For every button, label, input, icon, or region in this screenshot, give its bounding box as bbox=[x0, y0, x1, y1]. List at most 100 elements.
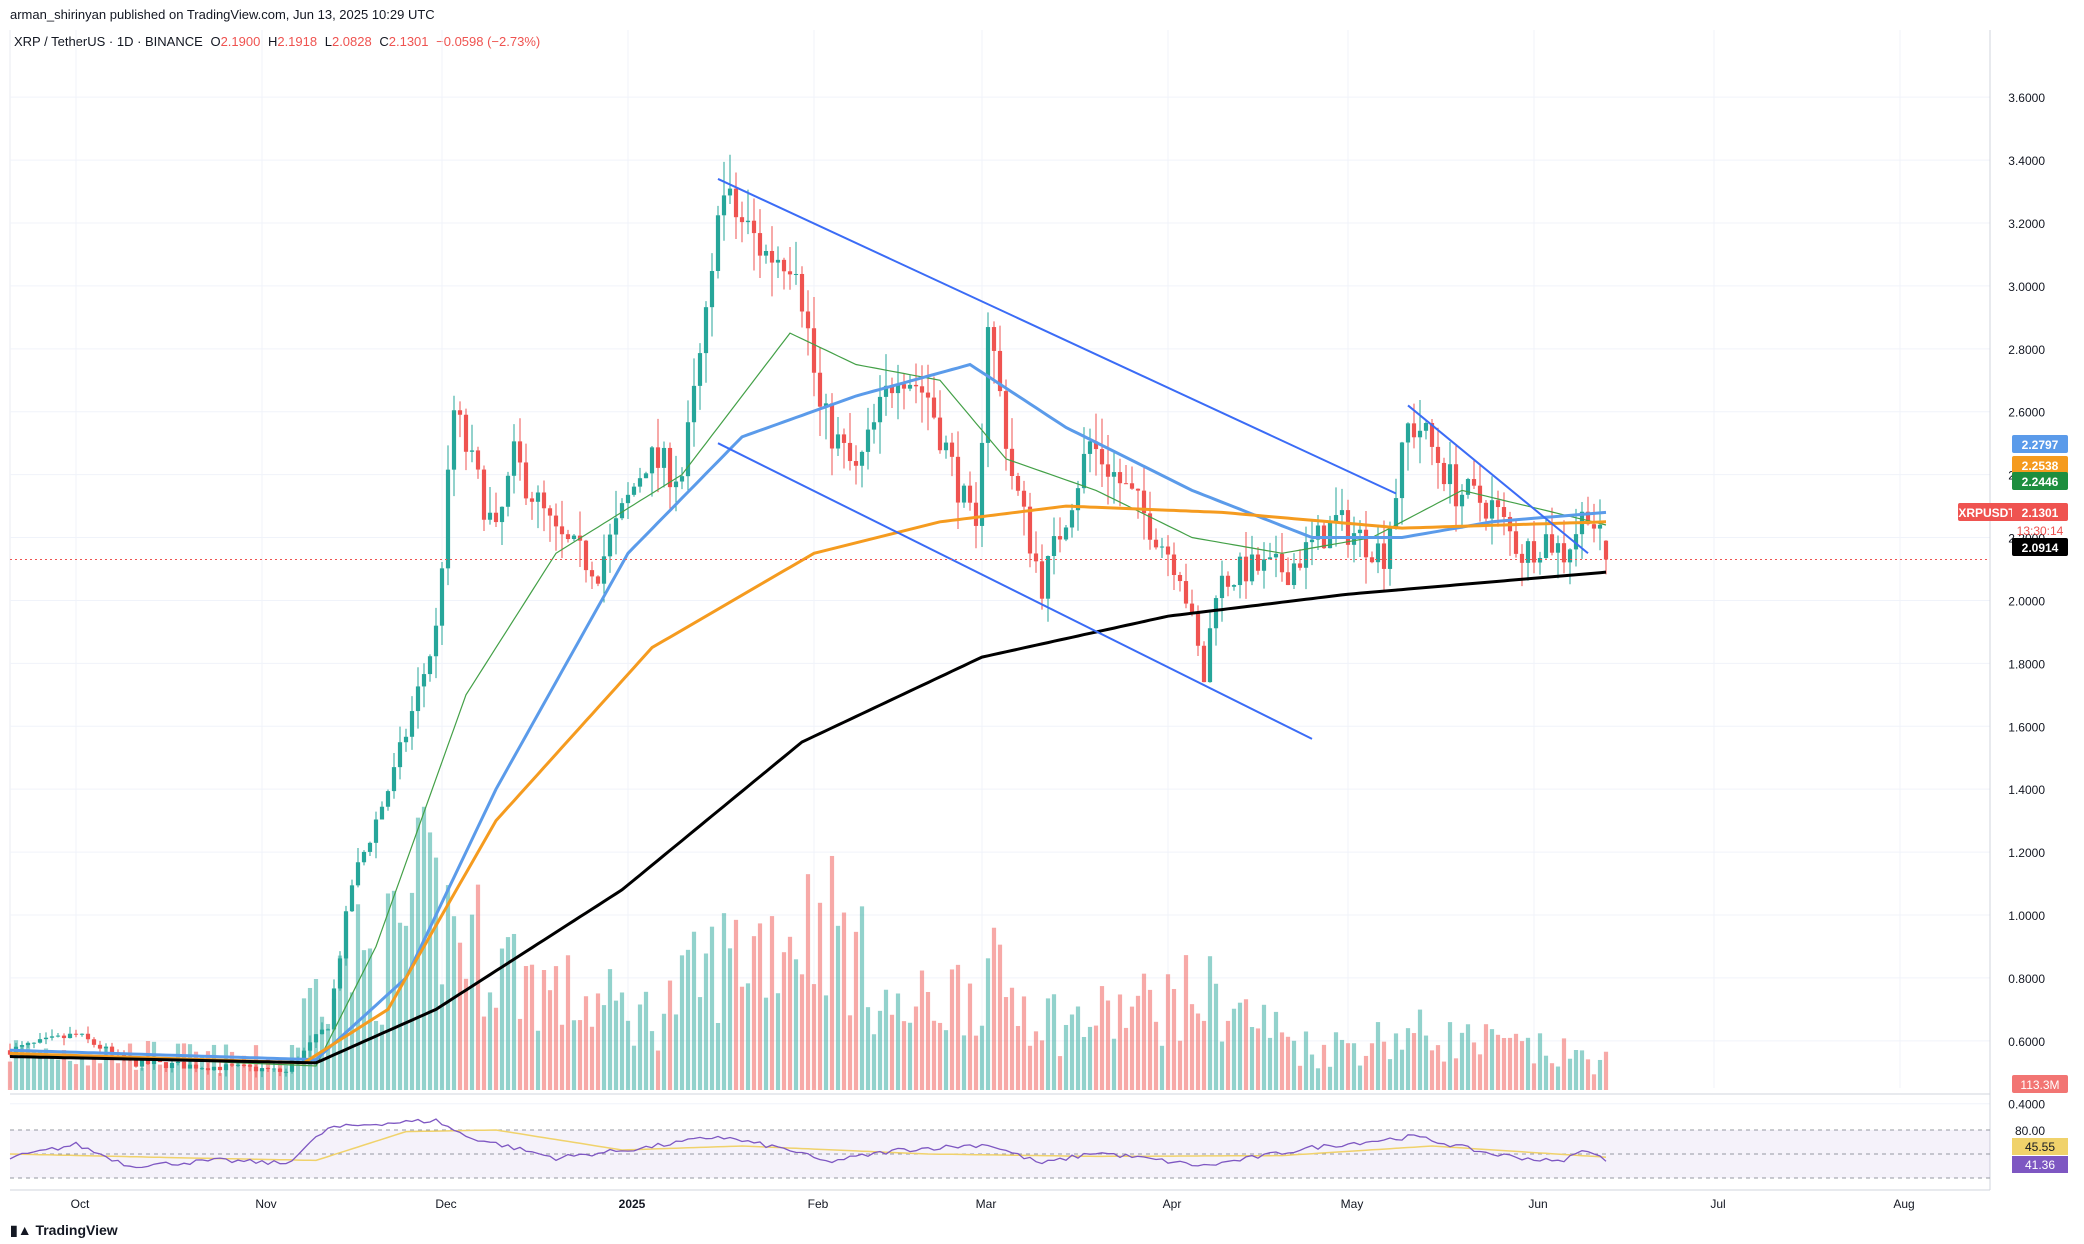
candle-body bbox=[169, 1062, 175, 1069]
volume-bar bbox=[769, 916, 775, 1090]
candle-body bbox=[1327, 521, 1333, 549]
tradingview-logo[interactable]: ▮▲ TradingView bbox=[10, 1222, 118, 1239]
candle-body bbox=[145, 1059, 151, 1065]
volume-bar bbox=[199, 1055, 205, 1090]
candle-body bbox=[1255, 554, 1261, 571]
candle-body bbox=[595, 576, 601, 584]
time-tick-label: Nov bbox=[255, 1197, 276, 1211]
volume-bar bbox=[1525, 1037, 1531, 1090]
volume-bar bbox=[1489, 1029, 1495, 1090]
volume-bar bbox=[145, 1041, 151, 1090]
volume-bar bbox=[925, 991, 931, 1090]
volume-bar bbox=[265, 1058, 271, 1090]
candle-body bbox=[1141, 490, 1147, 514]
time-tick-label: May bbox=[1341, 1197, 1364, 1211]
candle-body bbox=[967, 485, 973, 503]
price-axis[interactable]: 3.60003.40003.20003.00002.80002.60002.40… bbox=[1989, 30, 2045, 1190]
volume-bar bbox=[1327, 1066, 1333, 1090]
time-axis[interactable]: Oct Nov Dec 2025 Feb Mar Apr May Jun Jul Aug bbox=[10, 1189, 1990, 1211]
candle-body bbox=[25, 1043, 31, 1046]
candle-body bbox=[1501, 507, 1507, 517]
volume-bar bbox=[1483, 1024, 1489, 1090]
volume-bar bbox=[799, 974, 805, 1090]
volume-bar bbox=[295, 1047, 301, 1090]
volume-bar bbox=[115, 1063, 121, 1090]
candle-body bbox=[343, 911, 349, 959]
volume-bar bbox=[1171, 988, 1177, 1090]
candle-body bbox=[1081, 453, 1087, 489]
candle-body bbox=[289, 1063, 295, 1072]
candle-body bbox=[1519, 553, 1525, 563]
volume-bar bbox=[541, 970, 547, 1090]
volume-bar bbox=[763, 997, 769, 1090]
candle-body bbox=[199, 1068, 205, 1070]
candle-body bbox=[1435, 446, 1441, 463]
volume-bar bbox=[229, 1051, 235, 1090]
volume-bar bbox=[625, 1020, 631, 1090]
candle-body bbox=[913, 384, 919, 387]
rsi-value-box bbox=[2012, 1156, 2068, 1173]
candle-body bbox=[331, 988, 337, 1030]
candle-body bbox=[1147, 513, 1153, 540]
price-tick-label: 3.2000 bbox=[2008, 217, 2045, 231]
volume-bar bbox=[1585, 1059, 1591, 1090]
grid bbox=[9, 30, 1990, 1105]
candle-body bbox=[817, 372, 823, 407]
candle-body bbox=[991, 327, 997, 351]
candle-body bbox=[397, 742, 403, 768]
volume-bar bbox=[1399, 1049, 1405, 1090]
volume-bar bbox=[1405, 1028, 1411, 1090]
volume-bar bbox=[883, 989, 889, 1090]
candle-body bbox=[889, 385, 895, 394]
volume-bar bbox=[1021, 996, 1027, 1090]
candle-body bbox=[373, 819, 379, 843]
volume-bar bbox=[1429, 1050, 1435, 1090]
volume-bar bbox=[475, 884, 481, 1090]
volume-bar bbox=[1513, 1033, 1519, 1090]
volume-bar bbox=[1453, 1058, 1459, 1090]
price-labels: 2.2797 2.2538 2.2446 XRPUSDT 2.1301 13:30:14 2… bbox=[1958, 435, 2068, 1093]
volume-bar bbox=[529, 964, 535, 1090]
candle-body bbox=[175, 1061, 181, 1063]
volume-bar bbox=[619, 992, 625, 1090]
volume-bar bbox=[973, 1035, 979, 1090]
candle-body bbox=[85, 1033, 91, 1040]
symbol-name[interactable]: XRP / TetherUS · 1D · BINANCE bbox=[14, 34, 203, 49]
volume-bar bbox=[1123, 1027, 1129, 1090]
candle-body bbox=[631, 486, 637, 495]
candle-body bbox=[235, 1064, 241, 1066]
candle-body bbox=[1171, 554, 1177, 576]
volume-bar bbox=[121, 1058, 127, 1090]
candle-body bbox=[1237, 556, 1243, 586]
candle-body bbox=[1585, 511, 1591, 525]
volume-bar bbox=[943, 1030, 949, 1090]
candle-body bbox=[211, 1066, 217, 1071]
candle-body bbox=[1447, 464, 1453, 485]
volume-bar bbox=[1129, 1006, 1135, 1090]
volume-bar bbox=[61, 1049, 67, 1090]
volume-bar bbox=[847, 1015, 853, 1090]
candle-body bbox=[1561, 543, 1567, 563]
volume-bars bbox=[7, 806, 1609, 1090]
candle-body bbox=[727, 188, 733, 196]
volume-bar bbox=[1189, 1004, 1195, 1090]
volume-bar bbox=[469, 914, 475, 1090]
candle-body bbox=[811, 328, 817, 373]
price-label-text: 2.2797 bbox=[2022, 438, 2059, 452]
volume-bar bbox=[793, 959, 799, 1090]
candle-body bbox=[67, 1033, 73, 1039]
volume-bar bbox=[547, 990, 553, 1090]
candle-body bbox=[1261, 559, 1267, 571]
open-label: O bbox=[210, 34, 221, 49]
candle-body bbox=[1471, 479, 1477, 486]
volume-label-box bbox=[2012, 1075, 2068, 1093]
candle-body bbox=[541, 492, 547, 509]
volume-bar bbox=[907, 1022, 913, 1090]
volume-bar bbox=[1195, 1013, 1201, 1090]
candle-body bbox=[1003, 391, 1009, 449]
time-tick-label: Feb bbox=[808, 1197, 829, 1211]
volume-bar bbox=[1471, 1042, 1477, 1090]
candle-body bbox=[721, 195, 727, 216]
candle-body bbox=[1153, 539, 1159, 548]
